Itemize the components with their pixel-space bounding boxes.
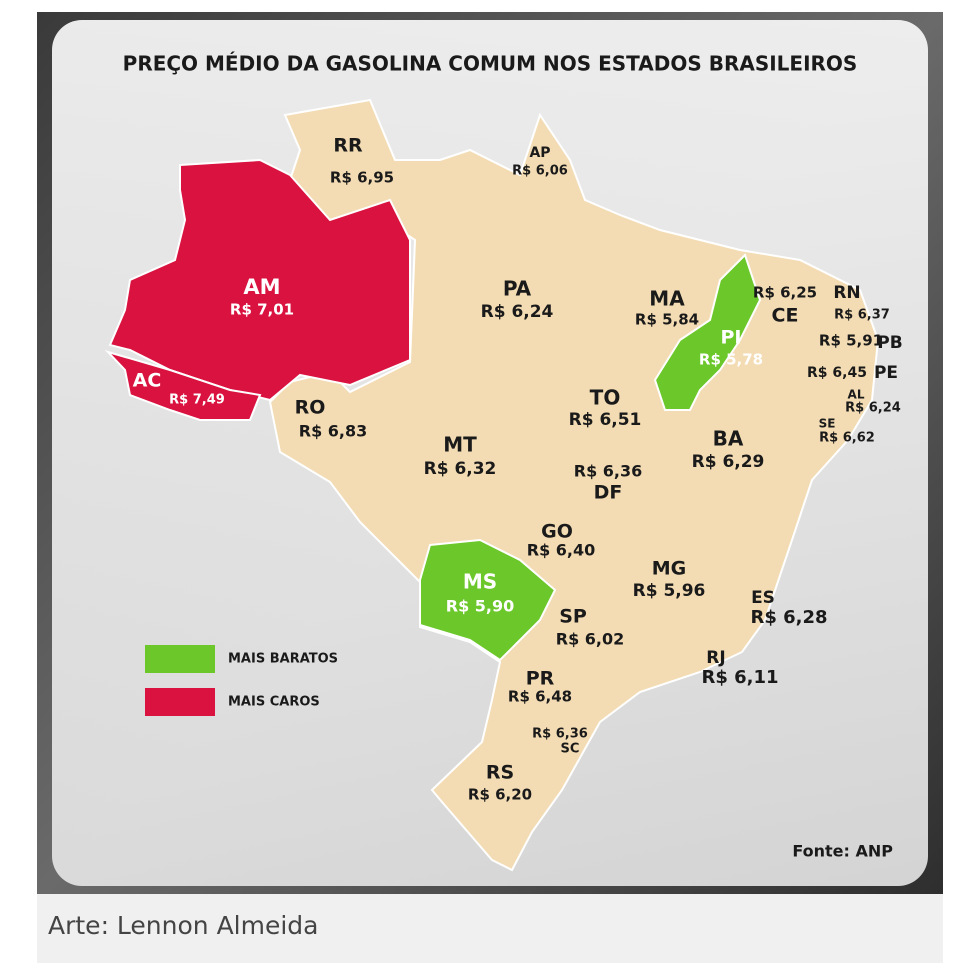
- state-code: PA: [503, 277, 532, 301]
- state-code: PR: [526, 668, 555, 690]
- state-shape: [419, 538, 557, 662]
- state-price: R$ 6,37: [834, 308, 890, 323]
- state-price: R$ 6,20: [468, 786, 532, 804]
- state-price: R$ 6,24: [845, 401, 901, 416]
- state-price: R$ 5,96: [633, 581, 706, 601]
- state-code: MS: [463, 570, 497, 594]
- state-price: R$ 6,48: [508, 688, 572, 706]
- map-title: PREÇO MÉDIO DA GASOLINA COMUM NOS ESTADO…: [123, 52, 858, 76]
- credit: Arte: Lennon Almeida: [48, 911, 319, 940]
- state-code: MA: [649, 287, 685, 311]
- state-shape: [104, 350, 262, 421]
- state-code: GO: [541, 521, 573, 543]
- state-code: PI: [721, 327, 742, 349]
- state-code: RO: [295, 397, 326, 419]
- state-price: R$ 6,06: [512, 164, 568, 179]
- state-price: R$ 6,28: [750, 607, 827, 628]
- state-price: R$ 6,45: [807, 365, 867, 381]
- state-code: SE: [819, 417, 836, 431]
- state-code: AC: [133, 370, 162, 392]
- state-code: RJ: [706, 648, 725, 668]
- state-price: R$ 7,49: [169, 393, 225, 408]
- state-code: CE: [772, 305, 799, 327]
- state-price: R$ 6,40: [527, 541, 596, 560]
- state-price: R$ 6,29: [692, 452, 765, 472]
- state-price: R$ 5,91: [819, 332, 883, 350]
- state-price: R$ 6,32: [424, 459, 497, 479]
- state-price: R$ 6,25: [753, 284, 817, 302]
- state-price: R$ 6,24: [481, 302, 554, 322]
- state-price: R$ 6,02: [556, 630, 625, 649]
- legend-swatch: [145, 688, 215, 716]
- legend-label: MAIS CAROS: [228, 695, 320, 710]
- state-code: RR: [333, 135, 363, 157]
- source: Fonte: ANP: [792, 842, 893, 861]
- state-code: TO: [590, 386, 621, 410]
- state-code: RS: [486, 762, 514, 784]
- state-code: PE: [874, 363, 898, 383]
- state-code: AM: [243, 275, 280, 299]
- state-price: R$ 6,36: [574, 462, 643, 481]
- state-price: R$ 5,78: [699, 351, 763, 369]
- state-code: RN: [833, 283, 860, 303]
- state-price: R$ 6,51: [569, 410, 642, 430]
- state-price: R$ 6,83: [299, 422, 368, 441]
- state-code: MT: [443, 433, 477, 457]
- credit-bar: [37, 894, 943, 963]
- state-code: SP: [559, 606, 587, 628]
- state-code: DF: [594, 482, 623, 504]
- state-shape: [653, 253, 762, 411]
- state-code: PB: [877, 333, 902, 353]
- legend-swatch: [145, 645, 215, 673]
- state-price: R$ 5,90: [446, 597, 515, 616]
- legend-label: MAIS BARATOS: [228, 652, 338, 667]
- state-code: ES: [751, 588, 775, 608]
- state-code: SC: [561, 742, 580, 757]
- state-code: AP: [529, 145, 550, 161]
- state-code: AL: [848, 388, 865, 402]
- state-price: R$ 5,84: [635, 311, 699, 329]
- state-price: R$ 6,11: [701, 667, 778, 688]
- state-code: BA: [713, 427, 744, 451]
- state-price: R$ 6,62: [819, 431, 875, 446]
- state-price: R$ 6,95: [330, 169, 394, 187]
- state-price: R$ 6,36: [532, 727, 588, 742]
- state-price: R$ 7,01: [230, 301, 294, 319]
- state-code: MG: [652, 558, 687, 580]
